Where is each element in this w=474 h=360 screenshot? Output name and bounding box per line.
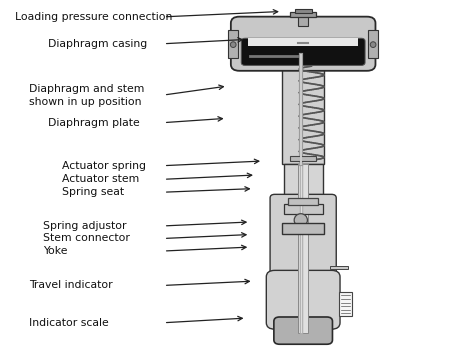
Bar xyxy=(228,30,238,58)
Bar xyxy=(248,38,358,45)
Ellipse shape xyxy=(370,42,376,48)
Text: Yoke: Yoke xyxy=(43,246,68,256)
Bar xyxy=(339,292,352,316)
FancyBboxPatch shape xyxy=(266,270,340,329)
FancyBboxPatch shape xyxy=(241,38,365,66)
Text: Diaphragm and stem: Diaphragm and stem xyxy=(29,84,145,94)
FancyBboxPatch shape xyxy=(231,17,375,71)
Bar xyxy=(290,12,317,17)
Bar xyxy=(284,204,322,214)
Text: Diaphragm plate: Diaphragm plate xyxy=(48,118,140,128)
Bar xyxy=(295,9,312,13)
Text: Spring seat: Spring seat xyxy=(62,187,124,197)
Bar xyxy=(284,164,322,212)
Text: Actuator stem: Actuator stem xyxy=(62,174,139,184)
Text: Actuator spring: Actuator spring xyxy=(62,161,146,171)
Text: Stem connector: Stem connector xyxy=(43,233,130,243)
FancyBboxPatch shape xyxy=(270,194,336,291)
Bar xyxy=(290,156,317,161)
Text: Spring adjustor: Spring adjustor xyxy=(43,221,127,231)
Text: Loading pressure connection: Loading pressure connection xyxy=(15,12,172,22)
Bar xyxy=(329,266,347,269)
Bar xyxy=(288,198,318,205)
Bar xyxy=(282,223,324,234)
Bar xyxy=(282,64,324,164)
FancyBboxPatch shape xyxy=(274,317,332,344)
Bar xyxy=(299,164,308,333)
Text: Diaphragm casing: Diaphragm casing xyxy=(48,39,147,49)
Text: shown in up position: shown in up position xyxy=(29,97,142,107)
Ellipse shape xyxy=(294,214,308,226)
Ellipse shape xyxy=(230,42,236,48)
Text: Travel indicator: Travel indicator xyxy=(29,280,113,291)
Bar xyxy=(368,30,378,58)
Text: Indicator scale: Indicator scale xyxy=(29,318,109,328)
Bar xyxy=(298,16,309,26)
